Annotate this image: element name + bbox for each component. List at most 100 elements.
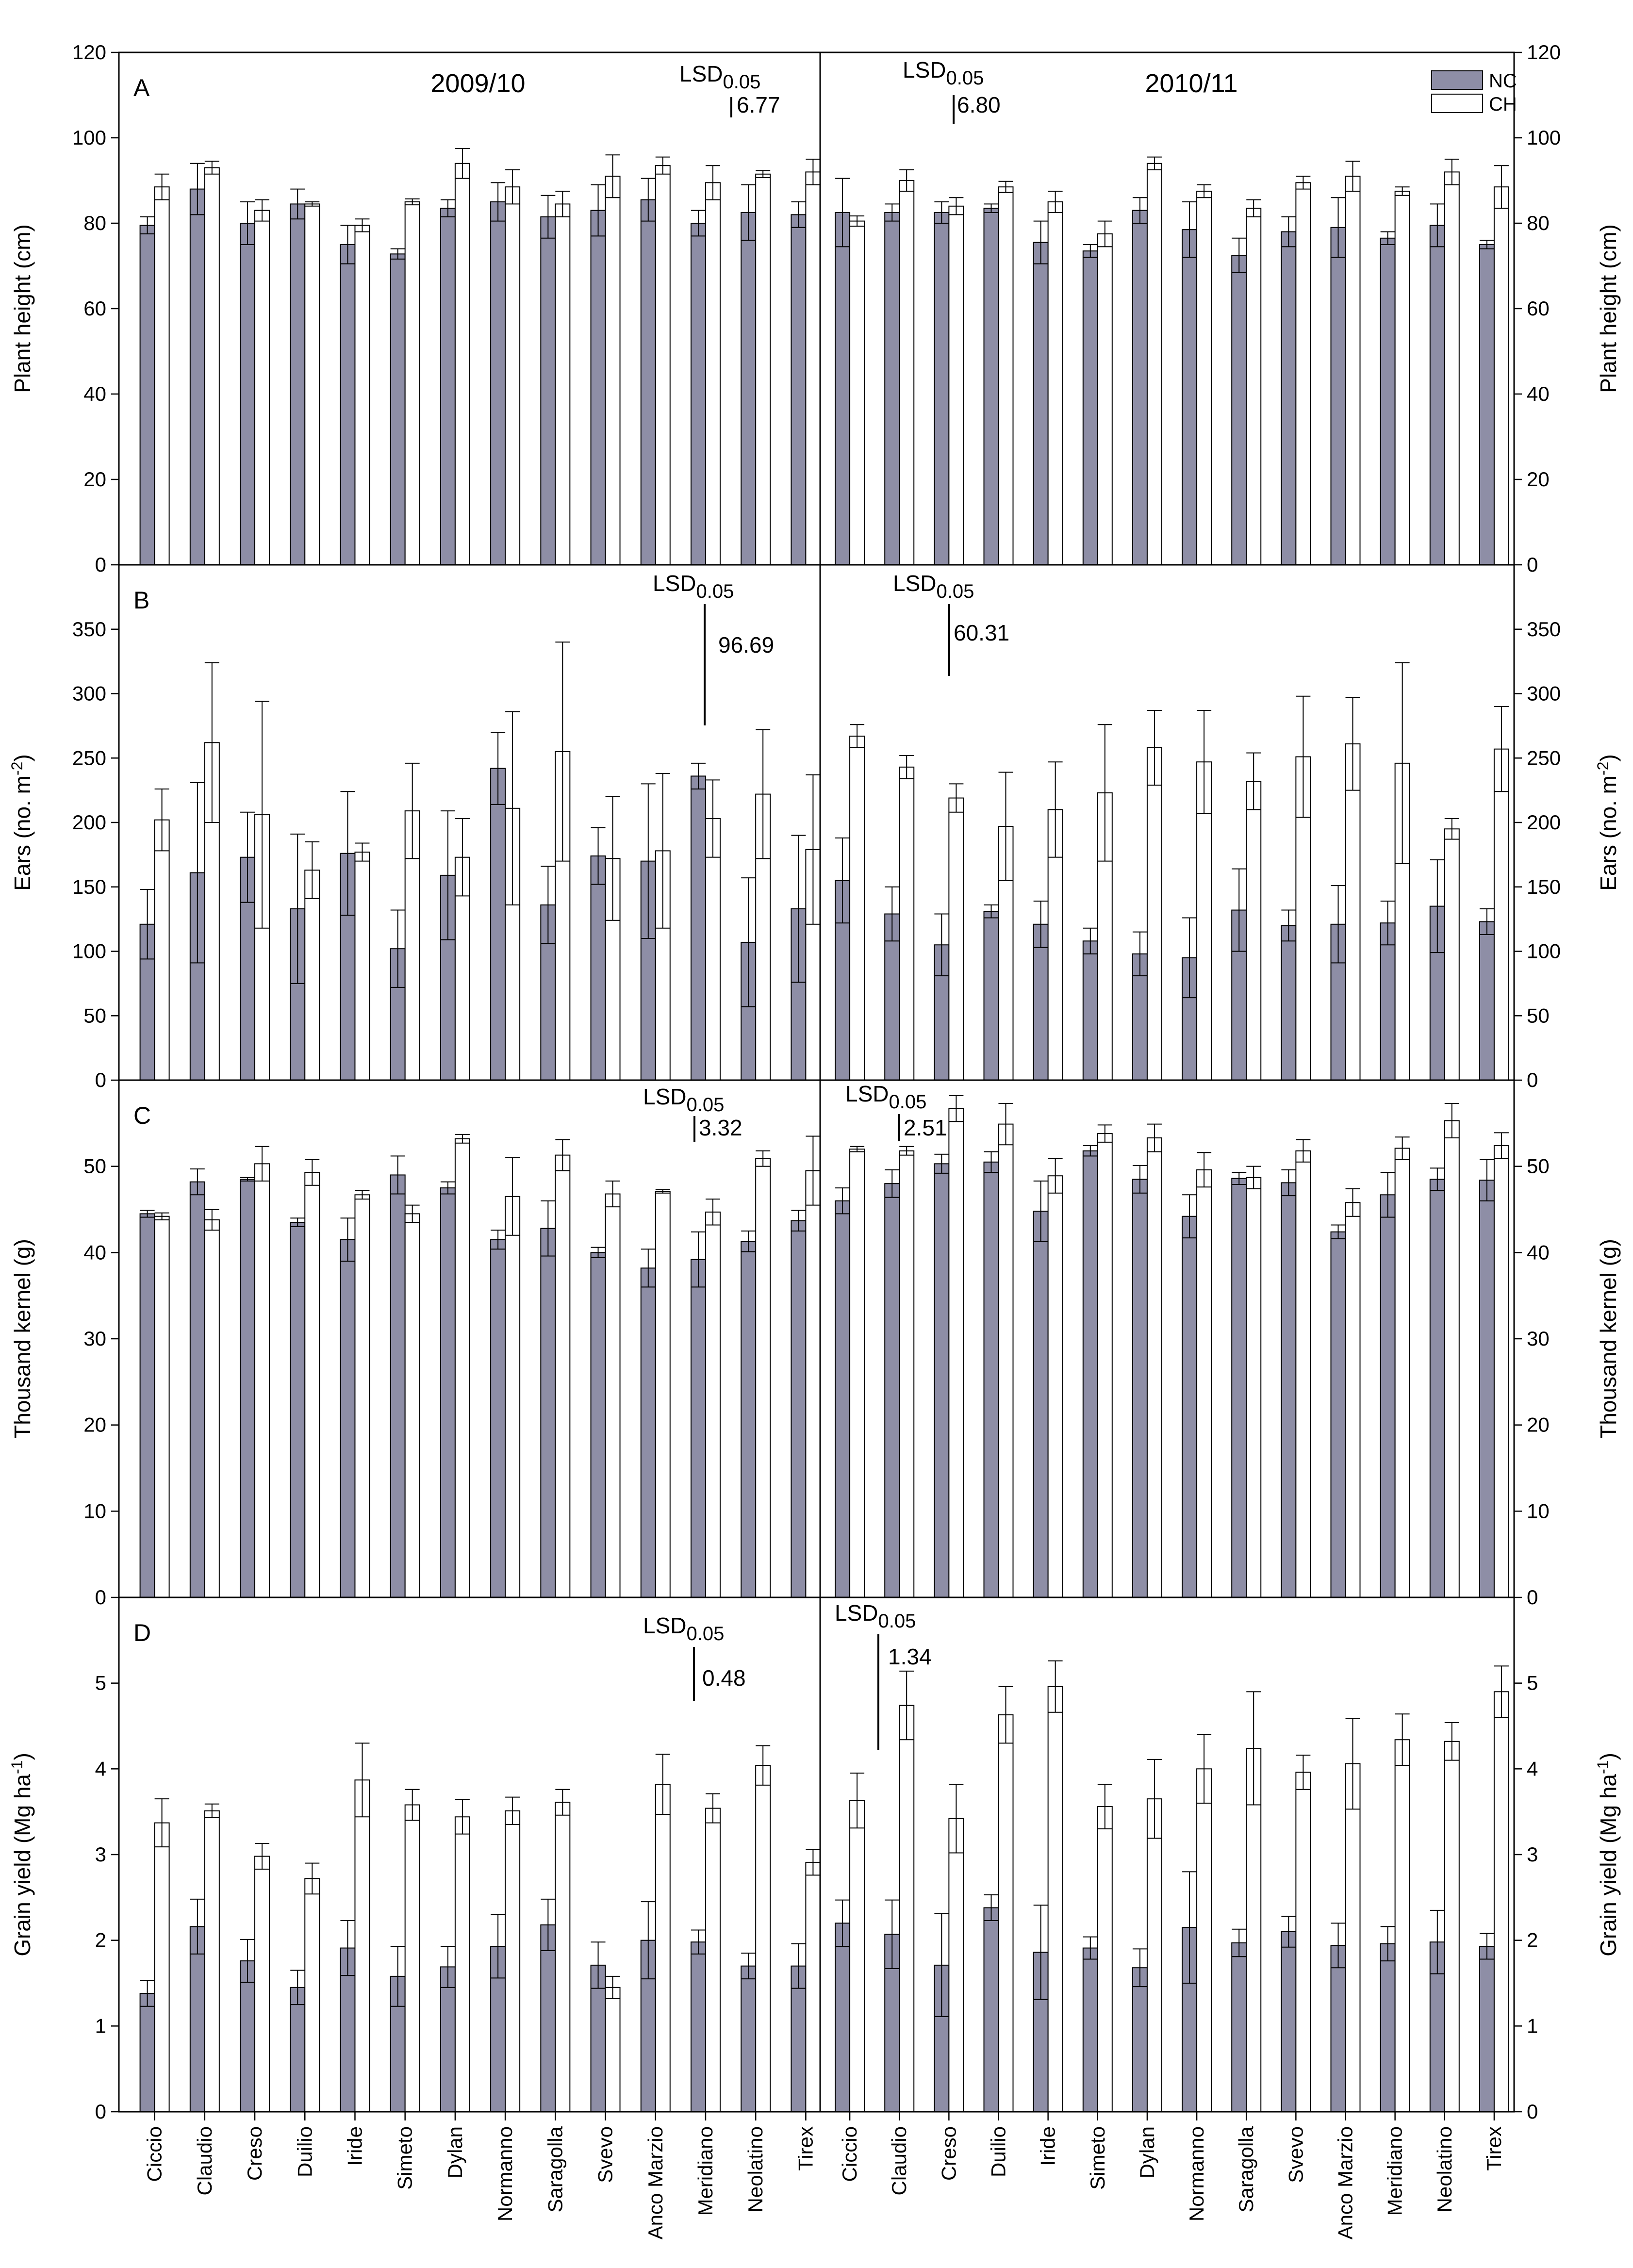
y-tick-label-left: 20: [83, 468, 106, 491]
bar-CH-Creso: [254, 1163, 270, 1598]
bar-CH-Anco Marzio: [655, 1191, 671, 1598]
bar-NC-Normanno: [1182, 229, 1198, 565]
legend-swatch-ch: [1431, 94, 1483, 113]
bar-CH-Meridiano: [705, 1211, 721, 1598]
bar-CH-Claudio: [899, 1150, 915, 1598]
bar-CH-Meridiano: [1394, 191, 1410, 565]
panel-letter: D: [133, 1619, 151, 1646]
lsd-title: LSD: [679, 61, 723, 86]
bar-NC-Neolatino: [741, 1241, 757, 1598]
lsd-subscript: 0.05: [696, 581, 734, 602]
y-tick-label-left: 5: [95, 1672, 106, 1694]
bar-CH-Meridiano: [705, 818, 721, 1081]
y-tick-label-left: 0: [95, 1586, 106, 1609]
bar-NC-Claudio: [189, 188, 205, 566]
y-tick-label-left: 40: [83, 1241, 106, 1264]
y-tick-label-right: 0: [1527, 2100, 1538, 2123]
bar-CH-Meridiano: [1394, 1739, 1410, 2112]
lsd-value: 6.80: [957, 92, 1001, 117]
bar-CH-Normanno: [1196, 1768, 1212, 2112]
y-axis-title-superscript: -1: [1594, 1760, 1612, 1774]
bar-NC-Claudio: [884, 1183, 900, 1598]
bar-NC-Dylan: [1132, 1179, 1148, 1598]
bar-NC-Duilio: [983, 1907, 999, 2113]
bar-CH-Dylan: [454, 1138, 470, 1598]
y-tick-label-right: 20: [1527, 1413, 1550, 1436]
bar-CH-Neolatino: [755, 1765, 771, 2112]
y-tick-label-right: 120: [1527, 41, 1561, 64]
bar-NC-Neolatino: [1429, 225, 1445, 565]
y-tick-label-right: 3: [1527, 1843, 1538, 1866]
bar-CH-Dylan: [1146, 163, 1162, 565]
bar-NC-Iride: [1033, 242, 1049, 566]
bar-NC-Anco Marzio: [640, 1267, 656, 1598]
bar-CH-Simeto: [1097, 1806, 1113, 2112]
y-tick-label-right: 100: [1527, 940, 1561, 963]
bar-NC-Iride: [340, 1239, 356, 1598]
y-axis-title-right: Plant height (cm): [1596, 224, 1621, 393]
lsd-label: LSD0.05: [653, 571, 734, 602]
bar-NC-Duilio: [290, 1987, 306, 2112]
lsd-label: LSD0.05: [893, 571, 974, 602]
x-tick-label-Meridiano: Meridiano: [694, 2126, 717, 2216]
bar-CH-Svevo: [605, 176, 621, 565]
bar-CH-Ciccio: [849, 220, 865, 566]
bar-NC-Svevo: [1281, 231, 1297, 566]
bar-NC-Anco Marzio: [1330, 227, 1346, 565]
lsd-value: 6.77: [737, 92, 780, 117]
bar-CH-Normanno: [1196, 1169, 1212, 1598]
lsd-title: LSD: [643, 1613, 686, 1638]
lsd-title: LSD: [893, 571, 936, 596]
bar-CH-Iride: [354, 1779, 370, 2113]
bar-CH-Tirex: [1493, 1691, 1509, 2112]
lsd-title: LSD: [903, 57, 946, 82]
lsd-label: LSD0.05: [835, 1600, 916, 1632]
y-tick-label-left: 80: [83, 212, 106, 234]
bar-CH-Svevo: [1295, 182, 1311, 565]
y-tick-label-left: 0: [95, 553, 106, 576]
y-tick-label-right: 4: [1527, 1757, 1538, 1780]
y-axis-title-left: Grain yield (Mg ha-1): [8, 1753, 35, 1956]
bar-NC-Duilio: [983, 911, 999, 1081]
y-tick-label-left: 100: [72, 126, 106, 149]
x-tick-label-Duilio: Duilio: [987, 2126, 1010, 2177]
bar-CH-Tirex: [1493, 186, 1509, 565]
bar-CH-Neolatino: [1444, 1120, 1460, 1598]
bar-NC-Anco Marzio: [1330, 1945, 1346, 2112]
y-axis-title-end: ): [10, 1753, 35, 1760]
bar-CH-Ciccio: [154, 1822, 170, 2112]
bar-NC-Ciccio: [835, 1200, 851, 1598]
x-tick-label-Saragolla: Saragolla: [1235, 2126, 1257, 2212]
x-tick-label-Svevo: Svevo: [594, 2126, 617, 2183]
lsd-label: LSD0.05: [643, 1613, 724, 1644]
bar-NC-Meridiano: [690, 1941, 706, 2112]
bar-CH-Meridiano: [705, 182, 721, 565]
bar-CH-Saragolla: [555, 1154, 571, 1598]
bar-CH-Anco Marzio: [655, 1784, 671, 2112]
lsd-value: 2.51: [904, 1115, 947, 1140]
bar-CH-Ciccio: [849, 736, 865, 1081]
y-tick-label-right: 40: [1527, 382, 1550, 405]
bar-CH-Dylan: [454, 163, 470, 565]
bar-CH-Anco Marzio: [1345, 743, 1361, 1081]
x-tick-label-Neolatino: Neolatino: [1433, 2126, 1456, 2212]
x-tick-label-Iride: Iride: [343, 2126, 366, 2166]
lsd-value: 0.48: [702, 1665, 746, 1691]
x-tick-label-Anco Marzio: Anco Marzio: [644, 2126, 667, 2239]
bar-CH-Meridiano: [1394, 1148, 1410, 1598]
x-tick-label-Anco Marzio: Anco Marzio: [1334, 2126, 1357, 2239]
bar-NC-Normanno: [490, 768, 506, 1081]
lsd-subscript: 0.05: [686, 1623, 724, 1644]
lsd-value: 1.34: [888, 1644, 932, 1669]
bar-CH-Claudio: [899, 1705, 915, 2113]
panel-A: 0 0 20 20 40 40 60 60 80 80 100 100 120 120 Plant heig…: [10, 41, 1621, 576]
bar-CH-Anco Marzio: [1345, 1202, 1361, 1598]
bar-NC-Meridiano: [690, 775, 706, 1081]
panel-B: 0 0 50 50 100 100 150 150 200 200 250 250 300 300 350 3…: [8, 571, 1621, 1091]
bar-NC-Saragolla: [540, 1228, 556, 1598]
bar-NC-Claudio: [189, 1181, 205, 1598]
y-axis-title-superscript: -1: [8, 1760, 26, 1774]
y-tick-label-left: 150: [72, 875, 106, 898]
y-axis-title-superscript: -2: [1594, 762, 1612, 775]
bar-CH-Simeto: [1097, 233, 1113, 565]
